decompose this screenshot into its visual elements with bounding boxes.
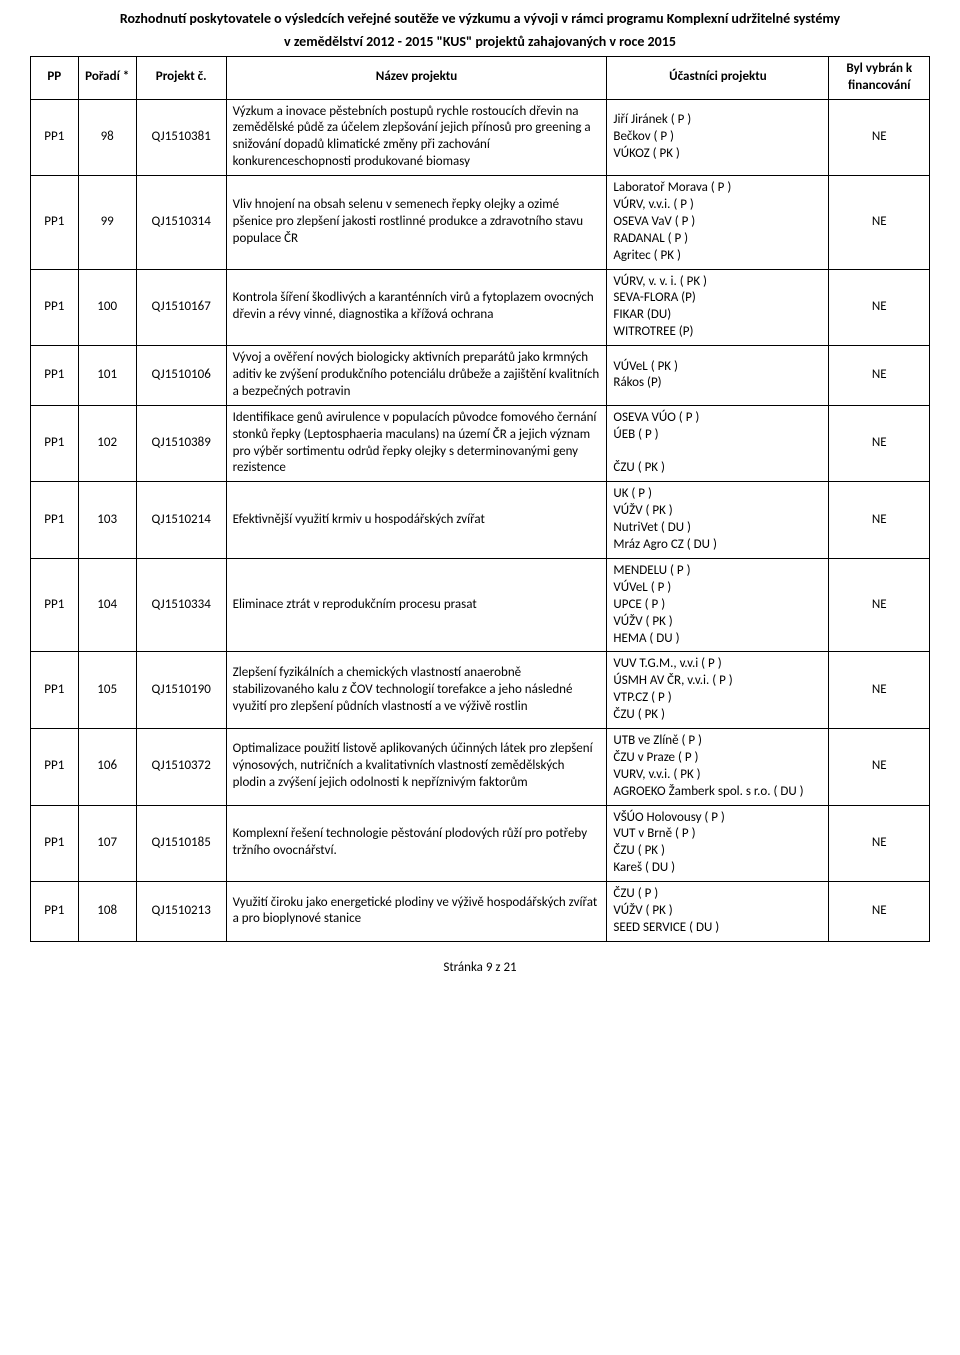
cell-vybran: NE [829,805,930,882]
table-row: PP1106QJ1510372Optimalizace použití list… [31,728,930,805]
header-pp: PP [31,56,79,99]
cell-projekt: QJ1510213 [136,882,226,942]
cell-vybran: NE [829,176,930,269]
cell-pp: PP1 [31,728,79,805]
cell-vybran: NE [829,728,930,805]
document-title-line1: Rozhodnutí poskytovatele o výsledcích ve… [30,10,930,29]
header-nazev: Název projektu [226,56,607,99]
cell-ucastnici: UK ( P ) VÚŽV ( PK ) NutriVet ( DU ) Mrá… [607,482,829,559]
table-header-row: PP Pořadí * Projekt č. Název projektu Úč… [31,56,930,99]
cell-pp: PP1 [31,176,79,269]
cell-nazev: Výzkum a inovace pěstebních postupů rych… [226,99,607,176]
cell-ucastnici: VÚRV, v. v. i. ( PK ) SEVA-FLORA (P) FIK… [607,269,829,346]
cell-poradi: 107 [78,805,136,882]
cell-projekt: QJ1510106 [136,346,226,406]
cell-projekt: QJ1510214 [136,482,226,559]
cell-pp: PP1 [31,346,79,406]
table-row: PP1103QJ1510214Efektivnější využití krmi… [31,482,930,559]
cell-nazev: Komplexní řešení technologie pěstování p… [226,805,607,882]
cell-ucastnici: ČZU ( P ) VÚŽV ( PK ) SEED SERVICE ( DU … [607,882,829,942]
cell-poradi: 102 [78,405,136,482]
cell-vybran: NE [829,558,930,651]
table-body: PP198QJ1510381Výzkum a inovace pěstebníc… [31,99,930,941]
cell-poradi: 100 [78,269,136,346]
table-row: PP1102QJ1510389Identifikace genů avirule… [31,405,930,482]
cell-pp: PP1 [31,805,79,882]
cell-projekt: QJ1510190 [136,652,226,729]
cell-vybran: NE [829,482,930,559]
cell-pp: PP1 [31,482,79,559]
cell-poradi: 101 [78,346,136,406]
cell-ucastnici: Jiří Jiránek ( P ) Bečkov ( P ) VÚKOZ ( … [607,99,829,176]
cell-nazev: Kontrola šíření škodlivých a karanténníc… [226,269,607,346]
cell-vybran: NE [829,882,930,942]
cell-projekt: QJ1510334 [136,558,226,651]
cell-nazev: Vliv hnojení na obsah selenu v semenech … [226,176,607,269]
cell-poradi: 108 [78,882,136,942]
cell-pp: PP1 [31,99,79,176]
table-row: PP198QJ1510381Výzkum a inovace pěstebníc… [31,99,930,176]
header-poradi: Pořadí * [78,56,136,99]
cell-ucastnici: Laboratoř Morava ( P ) VÚRV, v.v.i. ( P … [607,176,829,269]
cell-projekt: QJ1510372 [136,728,226,805]
cell-ucastnici: MENDELU ( P ) VÚVeL ( P ) UPCE ( P ) VÚŽ… [607,558,829,651]
cell-vybran: NE [829,405,930,482]
table-row: PP1105QJ1510190Zlepšení fyzikálních a ch… [31,652,930,729]
cell-vybran: NE [829,652,930,729]
cell-poradi: 106 [78,728,136,805]
cell-nazev: Identifikace genů avirulence v populacíc… [226,405,607,482]
table-row: PP1107QJ1510185Komplexní řešení technolo… [31,805,930,882]
cell-projekt: QJ1510185 [136,805,226,882]
cell-ucastnici: UTB ve Zlíně ( P ) ČZU v Praze ( P ) VUR… [607,728,829,805]
cell-poradi: 104 [78,558,136,651]
header-ucastnici: Účastníci projektu [607,56,829,99]
cell-nazev: Optimalizace použití listově aplikovanýc… [226,728,607,805]
cell-pp: PP1 [31,269,79,346]
cell-poradi: 99 [78,176,136,269]
cell-pp: PP1 [31,652,79,729]
cell-pp: PP1 [31,405,79,482]
cell-nazev: Zlepšení fyzikálních a chemických vlastn… [226,652,607,729]
table-row: PP1101QJ1510106Vývoj a ověření nových bi… [31,346,930,406]
cell-vybran: NE [829,99,930,176]
cell-nazev: Využití čiroku jako energetické plodiny … [226,882,607,942]
cell-ucastnici: VUV T.G.M., v.v.i ( P ) ÚSMH AV ČR, v.v.… [607,652,829,729]
cell-poradi: 105 [78,652,136,729]
table-row: PP1100QJ1510167Kontrola šíření škodlivýc… [31,269,930,346]
document-title-line2: v zemědělství 2012 - 2015 "KUS" projektů… [30,33,930,52]
cell-projekt: QJ1510381 [136,99,226,176]
page-footer: Stránka 9 z 21 [30,960,930,975]
cell-pp: PP1 [31,558,79,651]
header-vybran: Byl vybrán k financování [829,56,930,99]
cell-nazev: Eliminace ztrát v reprodukčním procesu p… [226,558,607,651]
cell-nazev: Vývoj a ověření nových biologicky aktivn… [226,346,607,406]
cell-ucastnici: VŠÚO Holovousy ( P ) VUT v Brně ( P ) ČZ… [607,805,829,882]
cell-pp: PP1 [31,882,79,942]
cell-vybran: NE [829,346,930,406]
table-row: PP1104QJ1510334Eliminace ztrát v reprodu… [31,558,930,651]
results-table: PP Pořadí * Projekt č. Název projektu Úč… [30,56,930,942]
cell-projekt: QJ1510167 [136,269,226,346]
table-row: PP199QJ1510314Vliv hnojení na obsah sele… [31,176,930,269]
cell-poradi: 98 [78,99,136,176]
cell-vybran: NE [829,269,930,346]
table-row: PP1108QJ1510213Využití čiroku jako energ… [31,882,930,942]
cell-ucastnici: OSEVA VÚO ( P ) ÚEB ( P ) ČZU ( PK ) [607,405,829,482]
cell-nazev: Efektivnější využití krmiv u hospodářský… [226,482,607,559]
cell-ucastnici: VÚVeL ( PK ) Rákos (P) [607,346,829,406]
cell-poradi: 103 [78,482,136,559]
cell-projekt: QJ1510389 [136,405,226,482]
header-projekt: Projekt č. [136,56,226,99]
cell-projekt: QJ1510314 [136,176,226,269]
